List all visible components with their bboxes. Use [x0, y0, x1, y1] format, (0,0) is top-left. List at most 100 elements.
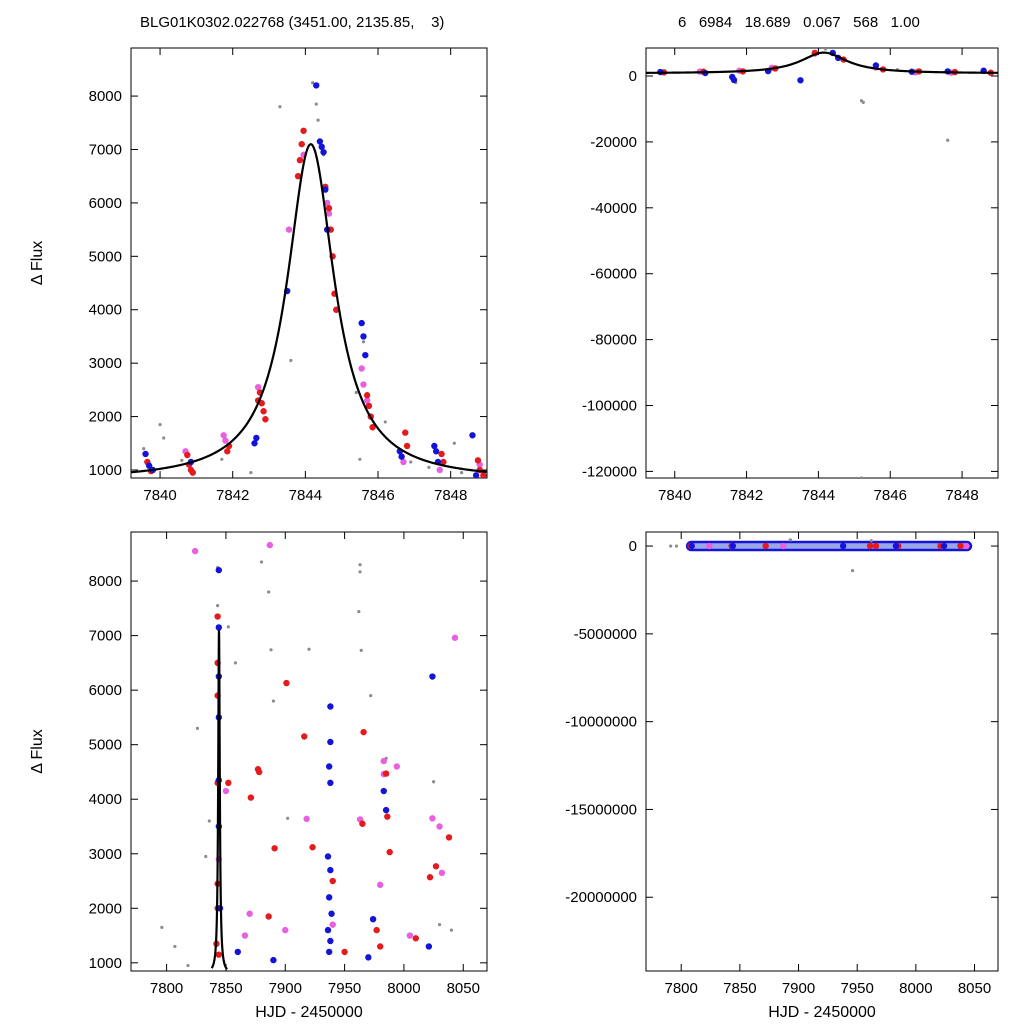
data-point-red — [341, 948, 348, 956]
y-tick-label: 1000 — [89, 955, 122, 972]
data-point-red — [294, 172, 302, 180]
y-tick-label: -120000 — [582, 463, 637, 480]
chart-title-right: 6 6984 18.689 0.067 568 1.00 — [678, 14, 920, 31]
data-point-red — [224, 448, 231, 455]
data-point-magenta — [438, 869, 446, 877]
data-point-magenta — [303, 815, 310, 823]
data-point-gray — [449, 928, 453, 932]
data-point-magenta — [254, 383, 262, 391]
data-point-blue — [253, 434, 260, 442]
data-point-blue — [313, 82, 320, 89]
model-curve — [646, 51, 998, 74]
data-point-gray — [289, 358, 293, 363]
data-point-gray — [452, 441, 456, 445]
data-point-magenta — [241, 932, 249, 939]
data-point-magenta — [285, 226, 293, 233]
data-point-gray — [307, 647, 311, 651]
model-curve — [131, 142, 487, 474]
data-point-blue — [839, 542, 847, 550]
data-point-blue — [325, 763, 333, 770]
y-axis-label: Δ Flux — [29, 241, 46, 285]
data-point-blue — [688, 542, 695, 550]
data-point-gray — [432, 780, 436, 784]
data-point-magenta — [393, 763, 401, 770]
data-point-magenta — [323, 199, 331, 207]
data-point-red — [373, 926, 380, 934]
data-point-magenta — [360, 381, 367, 388]
plot-area — [131, 81, 487, 478]
data-point-magenta — [451, 634, 459, 641]
data-point-magenta — [246, 910, 253, 917]
x-axis-label: HJD - 2450000 — [255, 1004, 363, 1021]
data-point-red — [402, 429, 409, 436]
data-point-blue — [215, 566, 223, 574]
data-point-magenta — [380, 757, 387, 765]
data-point-red — [480, 472, 487, 478]
data-point-blue — [362, 351, 369, 359]
y-tick-label: -60000 — [590, 266, 637, 283]
data-point-blue — [327, 738, 334, 746]
plot-frame — [130, 47, 488, 479]
y-axis-label: Δ Flux — [29, 729, 46, 773]
data-point-magenta — [436, 823, 443, 830]
data-point-gray — [358, 563, 362, 567]
data-point-blue — [358, 319, 365, 327]
data-point-magenta — [429, 815, 436, 822]
data-point-blue — [316, 138, 324, 145]
data-point-red — [247, 794, 255, 801]
data-point-gray — [195, 726, 200, 730]
x-tick-label: 7846 — [361, 487, 394, 504]
data-point-gray — [354, 390, 358, 395]
data-point-gray — [278, 105, 282, 109]
y-tick-label: 3000 — [89, 355, 122, 372]
y-tick-label: 5000 — [89, 737, 122, 754]
data-point-gray — [358, 457, 362, 461]
data-point-red — [426, 874, 434, 881]
data-point-blue — [328, 910, 335, 917]
data-point-blue — [382, 806, 390, 814]
data-point-gray — [186, 963, 190, 968]
data-point-gray — [162, 436, 166, 440]
data-point-red — [445, 834, 453, 841]
data-point-blue — [327, 703, 334, 710]
data-point-gray — [674, 544, 679, 548]
data-point-gray — [861, 100, 865, 104]
data-point-blue — [365, 954, 372, 961]
x-tick-label: 7850 — [723, 980, 756, 997]
data-point-gray — [233, 661, 238, 665]
data-point-red — [215, 951, 223, 958]
data-point-red — [412, 935, 419, 942]
data-point-red — [225, 779, 232, 787]
data-point-red — [214, 613, 221, 620]
y-tick-label: 4000 — [89, 302, 122, 319]
data-point-blue — [380, 787, 387, 795]
y-tick-label: -15000000 — [565, 801, 637, 818]
x-tick-label: 7800 — [665, 980, 698, 997]
data-point-red — [329, 877, 336, 885]
data-point-red — [474, 457, 482, 464]
data-point-blue — [325, 948, 333, 956]
data-point-blue — [472, 472, 480, 478]
data-point-red — [359, 820, 366, 827]
chart-title-left: BLG01K0302.022768 (3451.00, 2135.85, 3) — [140, 14, 445, 31]
data-point-blue — [318, 143, 325, 151]
y-tick-label: -40000 — [590, 200, 637, 217]
x-tick-label: 7850 — [209, 980, 242, 997]
data-point-blue — [469, 432, 476, 439]
data-point-gray — [946, 138, 950, 142]
plot-frame — [645, 47, 999, 479]
y-tick-label: 1000 — [89, 462, 122, 479]
data-point-gray — [160, 925, 164, 929]
data-point-gray — [459, 471, 464, 475]
y-tick-label: 4000 — [89, 791, 122, 808]
x-tick-label: 8000 — [387, 980, 420, 997]
y-tick-label: -100000 — [582, 398, 637, 415]
data-point-magenta — [325, 210, 333, 217]
data-point-blue — [425, 943, 433, 950]
data-point-red — [363, 392, 371, 399]
data-point-gray — [216, 604, 220, 608]
y-tick-label: -80000 — [590, 332, 637, 349]
data-point-red — [260, 408, 267, 415]
plot-frame — [645, 531, 999, 972]
